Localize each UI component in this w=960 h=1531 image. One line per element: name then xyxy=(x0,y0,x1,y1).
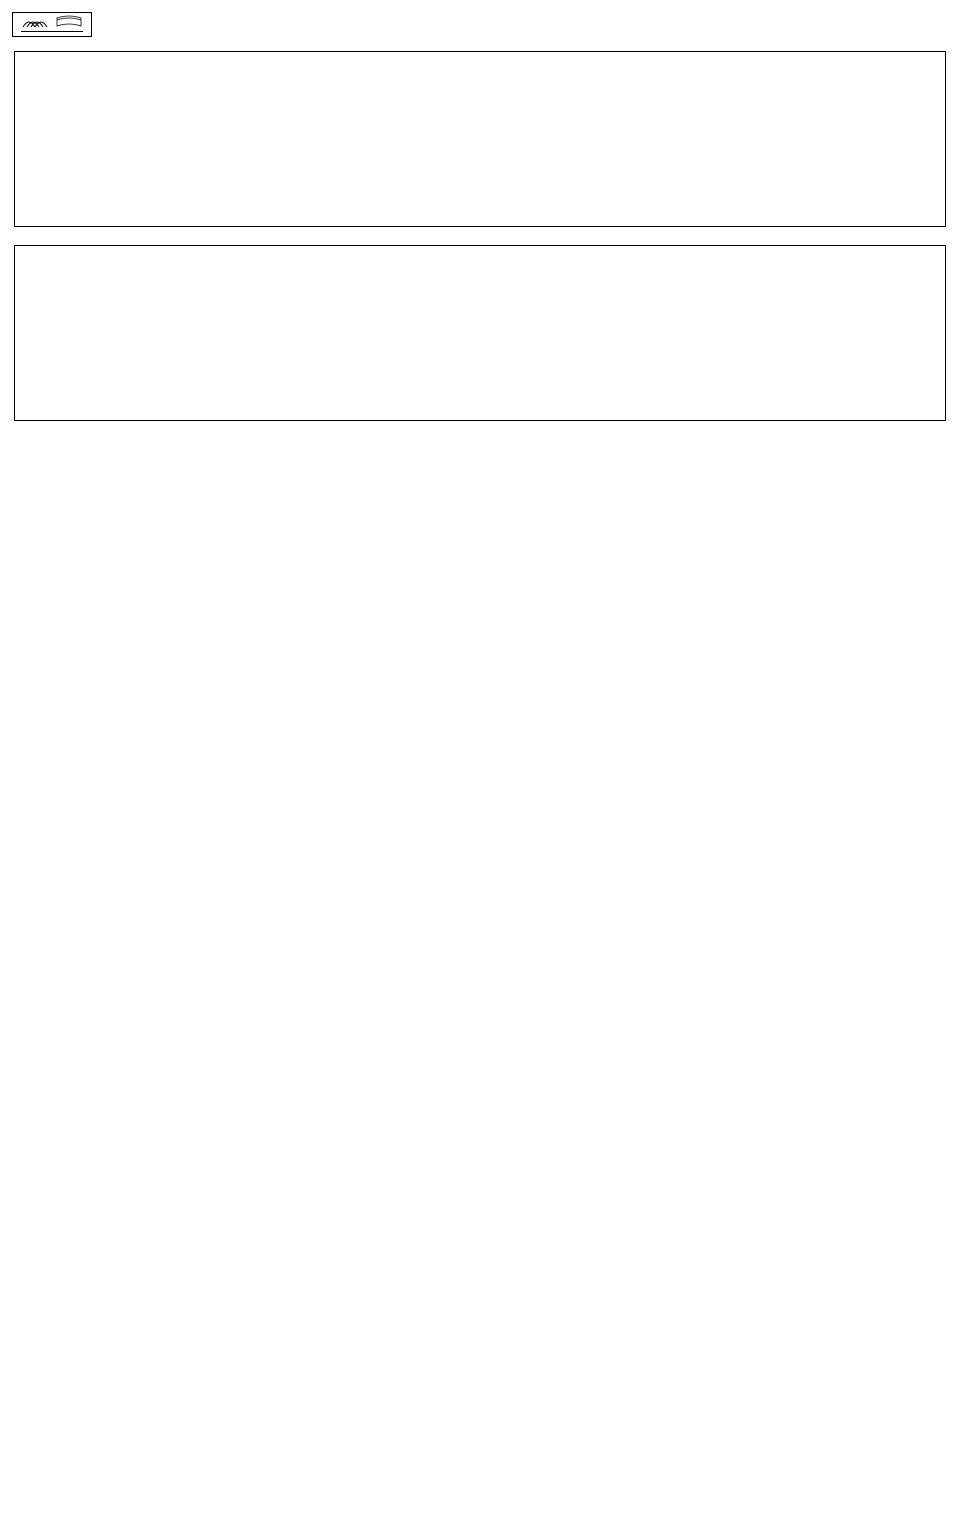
chart1-container xyxy=(14,51,946,227)
chart2-plot xyxy=(27,266,327,416)
book-icon xyxy=(55,15,83,29)
aki-logo xyxy=(12,12,92,37)
wheat-icon xyxy=(21,15,49,29)
chart1-plot xyxy=(27,72,327,222)
chart2-container xyxy=(14,245,946,421)
